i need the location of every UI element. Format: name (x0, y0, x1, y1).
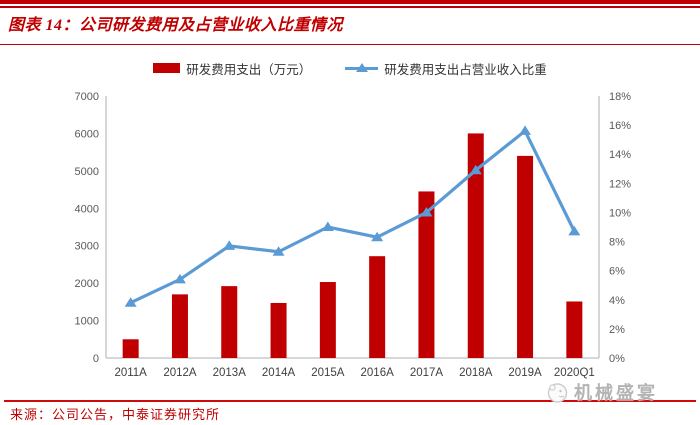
bar-2016A (369, 256, 386, 358)
bar-2019A (517, 155, 534, 358)
figure-title: 图表 14：公司研发费用及占营业收入比重情况 (8, 17, 344, 34)
x-axis-category-label: 2014A (262, 367, 296, 379)
x-axis-category-label: 2020Q1 (554, 367, 595, 379)
bar-2015A (319, 282, 336, 358)
right-axis-tick-label: 4% (609, 295, 625, 307)
right-axis-tick-label: 2% (609, 324, 625, 336)
ratio-line (129, 128, 576, 305)
watermark: 机械盛宴 (546, 380, 658, 404)
bar-2018A (467, 133, 484, 358)
line-marker-2020Q1 (568, 225, 581, 236)
bar-2014A (270, 302, 287, 358)
line-marker-2016A (371, 231, 384, 242)
left-axis-tick-label: 1000 (75, 316, 99, 328)
source-note: 来源：公司公告，中泰证券研究所 (10, 407, 221, 422)
line-marker-2014A (272, 246, 285, 256)
legend-item-bar-series: 研发费用支出（万元） (153, 59, 311, 78)
watermark-text: 机械盛宴 (574, 383, 658, 403)
right-axis-tick-label: 8% (609, 237, 625, 249)
right-axis-tick-label: 14% (609, 149, 631, 161)
left-axis-tick-label: 4000 (75, 203, 99, 215)
top-rule-thick (0, 0, 700, 4)
bar-2013A (221, 286, 238, 358)
footer-rule (4, 400, 696, 402)
x-axis-category-label: 2012A (163, 367, 197, 379)
left-axis-tick-label: 0 (93, 353, 99, 365)
x-axis-category-label: 2016A (361, 367, 395, 379)
x-axis-category-label: 2019A (508, 367, 542, 379)
legend-item-line-series: 研发费用支出占营业收入比重 (345, 59, 547, 78)
x-axis-category-label: 2015A (311, 367, 345, 379)
chart-legend: 研发费用支出（万元） 研发费用支出占营业收入比重 (0, 58, 700, 78)
left-axis-tick-label: 7000 (75, 91, 99, 103)
left-axis-tick-label: 2000 (75, 278, 99, 290)
legend-label-line-series: 研发费用支出占营业收入比重 (384, 62, 547, 77)
bar-2017A (418, 191, 435, 358)
x-axis-category-label: 2018A (459, 367, 493, 379)
line-marker-2013A (223, 240, 236, 250)
line-marker-2017A (420, 206, 433, 217)
right-axis-tick-label: 16% (609, 120, 631, 132)
right-axis-tick-label: 10% (609, 207, 631, 219)
left-axis-tick-label: 3000 (75, 241, 99, 253)
left-axis-tick-label: 6000 (75, 128, 99, 140)
line-marker-2019A (519, 125, 532, 135)
right-axis-tick-label: 6% (609, 266, 625, 278)
watermark-logo-icon (547, 382, 568, 403)
line-marker-2012A (173, 273, 186, 284)
line-marker-2011A (124, 297, 137, 307)
x-axis-category-label: 2017A (410, 367, 444, 379)
bar-2012A (171, 294, 188, 358)
right-axis-tick-label: 18% (609, 91, 631, 103)
x-axis-category-label: 2011A (114, 367, 147, 379)
title-rule (0, 44, 700, 45)
left-axis-tick-label: 5000 (75, 166, 99, 178)
legend-label-bar-series: 研发费用支出（万元） (186, 62, 312, 77)
bar-2020Q1 (566, 301, 583, 358)
top-rule-thin (0, 6, 700, 8)
line-marker-2015A (321, 221, 334, 231)
triangle-marker-icon (355, 62, 368, 72)
bar-series-swatch-icon (153, 63, 181, 73)
x-axis-category-label: 2013A (213, 367, 247, 379)
right-axis-tick-label: 12% (609, 178, 631, 190)
line-series-marker-icon (345, 62, 379, 72)
right-axis-tick-label: 0% (609, 353, 625, 365)
bar-2011A (122, 339, 139, 358)
line-marker-2018A (469, 164, 482, 175)
